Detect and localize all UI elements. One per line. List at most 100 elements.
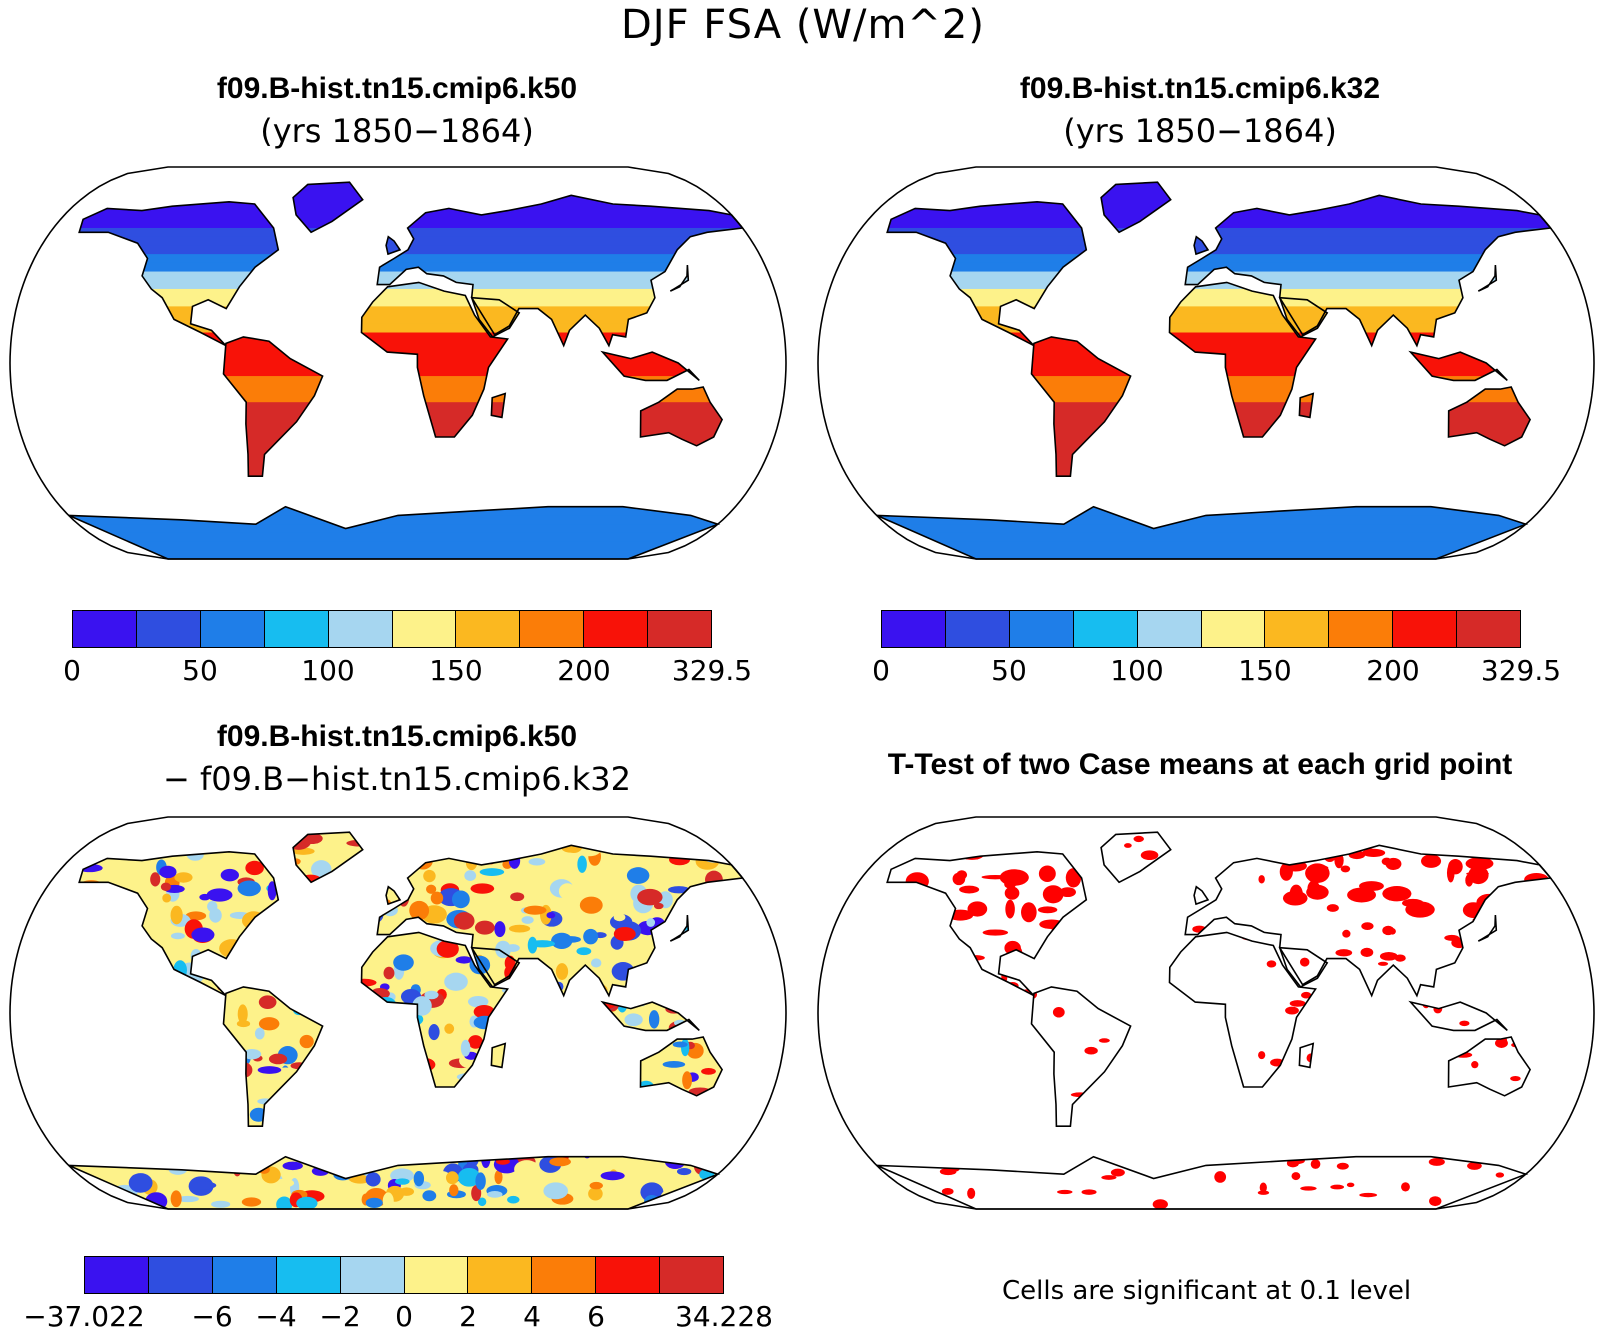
panel2-title: f09.B-hist.tn15.cmip6.k32 (1019, 72, 1381, 105)
diff-blob (516, 1104, 534, 1114)
diff-blob (42, 1096, 58, 1111)
diff-blob (176, 1195, 199, 1203)
panel2-subtitle: (yrs 1850−1864) (1063, 112, 1337, 150)
diff-blob (127, 1123, 143, 1138)
diff-blob (546, 1057, 569, 1066)
coastline-antarctica (68, 1155, 721, 1210)
colorbar-swatch (264, 611, 329, 647)
diff-blob (68, 1134, 75, 1145)
colorbar-swatch (456, 611, 521, 647)
diff-blob (192, 1084, 203, 1092)
diff-blob (68, 1046, 86, 1057)
diff-blob (272, 937, 282, 957)
field-band (68, 349, 743, 360)
diff-blob (37, 946, 63, 956)
diff-blob (68, 951, 88, 962)
diff-blob (582, 1103, 604, 1116)
diff-blob (562, 1091, 588, 1111)
colorbar-swatch (73, 611, 137, 647)
diff-blob (165, 1036, 183, 1046)
significant-cell (1342, 929, 1351, 938)
diff-blob (540, 1130, 567, 1150)
diff-blob (38, 986, 55, 999)
coastline-australia (639, 386, 724, 447)
diff-blob (617, 836, 629, 854)
diff-blob (365, 877, 376, 891)
diff-blob (528, 858, 546, 866)
diff-blob (162, 1146, 187, 1156)
significant-cell (1110, 1168, 1125, 1177)
diff-blob (141, 840, 163, 850)
diff-blob (735, 968, 743, 975)
diff-blob (113, 926, 133, 947)
diff-blob (139, 1012, 152, 1020)
significant-cell (1257, 1190, 1270, 1195)
significant-cell (1382, 925, 1395, 936)
diff-blob (676, 1167, 692, 1176)
significant-cell (988, 1105, 1005, 1111)
diff-blob (626, 867, 650, 884)
diff-blob (237, 1004, 248, 1024)
significant-cell (1519, 959, 1535, 968)
diff-blob (617, 996, 628, 1013)
field-band (876, 393, 1551, 403)
diff-blob (493, 1101, 509, 1109)
significant-cell (839, 925, 847, 940)
significant-cell (1153, 861, 1161, 873)
coastline-uk (385, 885, 402, 906)
diff-blob (362, 832, 374, 847)
diff-blob (308, 1069, 323, 1082)
colorbar-label: 329.5 (671, 654, 753, 687)
field-band (68, 419, 743, 429)
diff-blob (596, 1047, 610, 1063)
significant-cell (1137, 1111, 1155, 1118)
diff-blob (120, 1133, 143, 1147)
diff-blob (721, 1004, 730, 1022)
coastline-japan (1477, 264, 1498, 292)
diff-blob (387, 862, 408, 876)
field-band (68, 532, 743, 543)
field-band (876, 550, 1551, 559)
diff-blob (183, 1044, 198, 1058)
diff-blob (527, 1085, 536, 1094)
diff-blob (240, 1157, 265, 1171)
significant-cell (993, 1027, 1005, 1038)
diff-blob (582, 1071, 602, 1083)
significant-cell (1023, 834, 1046, 848)
colorbar-swatch (1393, 611, 1458, 647)
diff-blob (398, 887, 410, 907)
map-outline (9, 816, 787, 1210)
diff-blob (106, 931, 131, 939)
diff-blob (270, 838, 285, 848)
diff-blob (656, 1137, 681, 1146)
diff-blob (635, 988, 649, 1006)
diff-blob (108, 1142, 124, 1162)
field-band (68, 437, 743, 447)
significant-cell (1169, 1133, 1187, 1139)
colorbar-label: 100 (301, 654, 355, 687)
significant-cell (1037, 1053, 1048, 1064)
significant-cell (1289, 1000, 1306, 1007)
diff-blob (436, 940, 459, 958)
diff-blob (227, 1078, 246, 1088)
diff-blob (195, 1022, 220, 1031)
diff-blob (68, 916, 72, 926)
significant-cell (1289, 884, 1303, 904)
field-band (876, 489, 1551, 499)
diff-blob (678, 989, 697, 996)
diff-blob (101, 926, 126, 945)
colorbar-label: 329.5 (1480, 654, 1562, 687)
diff-blob (551, 932, 573, 949)
diff-blob (453, 912, 475, 930)
diff-blob (68, 1129, 83, 1137)
diff-blob (253, 849, 276, 857)
diff-blob (387, 845, 397, 863)
coastline-indonesia (1408, 1000, 1508, 1032)
diff-blob (84, 923, 105, 942)
diff-blob (546, 1044, 569, 1055)
diff-blob (27, 1002, 46, 1009)
diff-blob (733, 1077, 743, 1091)
field-band (68, 288, 743, 299)
diff-blob (163, 1144, 175, 1155)
diff-blob (453, 832, 472, 840)
